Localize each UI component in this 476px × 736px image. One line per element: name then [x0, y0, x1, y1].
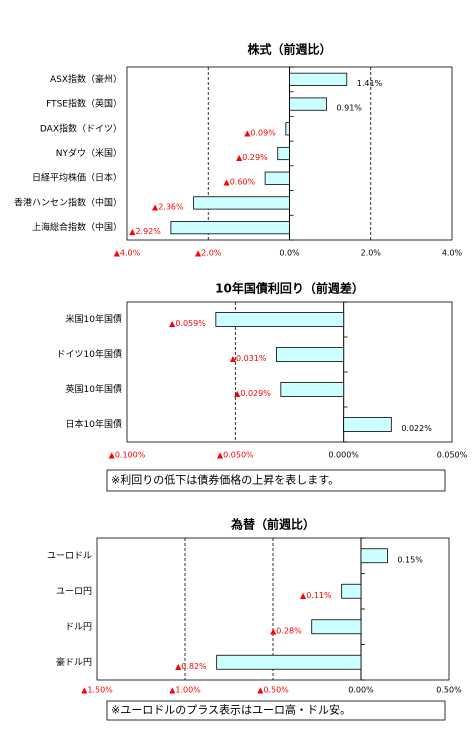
value-label: ▲0.82%	[175, 662, 207, 671]
bar	[289, 97, 327, 111]
category-label: 香港ハンセン指数（中国）	[14, 196, 122, 208]
plot-area	[126, 301, 453, 443]
category-label: 豪ドル円	[56, 656, 92, 668]
note-box	[106, 469, 446, 492]
value-label: 0.022%	[401, 424, 432, 433]
category-label: ドル円	[65, 621, 92, 632]
category-label: ユーロ円	[56, 586, 92, 597]
value-label: ▲0.059%	[169, 319, 206, 328]
value-label: ▲0.09%	[244, 128, 276, 137]
category-label: ユーロドル	[47, 551, 92, 561]
bar	[289, 72, 348, 86]
category-label: 日本10年国債	[66, 418, 122, 430]
category-label: ASX指数（豪州）	[50, 73, 122, 85]
category-label: 上海総合指数（中国）	[32, 221, 122, 233]
note-box	[106, 700, 446, 721]
bar	[215, 312, 345, 327]
category-label: 米国10年国債	[66, 313, 122, 325]
value-label: ▲2.36%	[152, 202, 184, 211]
category-label: FTSE指数（英国）	[46, 98, 122, 110]
x-tick-label: 2.0%	[361, 249, 382, 258]
x-tick-label: ▲1.50%	[81, 686, 113, 695]
x-tick-label: ▲0.50%	[257, 686, 289, 695]
x-tick-label: 0.50%	[436, 686, 462, 695]
bar	[216, 654, 362, 670]
x-tick-label: 0.0%	[279, 249, 300, 258]
x-tick-label: ▲2.0%	[195, 249, 222, 258]
x-tick-label: 4.0%	[442, 249, 463, 258]
x-tick-label: 0.050%	[437, 451, 468, 460]
bar	[280, 382, 345, 397]
note: ※ユーロドルのプラス表示はユーロ高・ドル安。	[111, 703, 351, 717]
value-label: ▲0.60%	[224, 178, 256, 187]
note: ※利回りの低下は債券価格の上昇を表します。	[111, 473, 339, 487]
value-label: ▲0.11%	[300, 591, 332, 600]
value-label: ▲2.92%	[129, 227, 161, 236]
bar	[170, 221, 290, 235]
value-label: ▲0.029%	[234, 389, 271, 398]
x-tick-label: ▲4.0%	[114, 249, 141, 258]
category-label: 日経平均株価（日本）	[32, 172, 122, 184]
chart-title: 株式（前週比）	[247, 42, 331, 57]
bar	[341, 583, 362, 599]
chart-title: 10年国債利回り（前週差）	[215, 281, 364, 296]
category-label: 英国10年国債	[66, 383, 122, 395]
bar	[360, 548, 388, 564]
x-tick-label: 0.00%	[348, 686, 374, 695]
bar	[285, 122, 290, 136]
value-label: ▲0.29%	[236, 153, 268, 162]
x-tick-label: ▲0.050%	[217, 451, 254, 460]
bar	[264, 171, 290, 185]
x-tick-label: ▲1.00%	[169, 686, 201, 695]
value-label: 0.15%	[397, 555, 423, 564]
value-label: 1.41%	[357, 79, 383, 88]
bar	[311, 619, 362, 635]
category-label: NYダウ（米国）	[56, 147, 122, 159]
x-tick-label: 0.000%	[328, 451, 359, 460]
category-label: ドイツ10年国債	[57, 348, 122, 360]
bar	[276, 347, 345, 362]
category-label: DAX指数（ドイツ）	[40, 122, 122, 134]
bar	[193, 196, 290, 210]
value-label: ▲0.28%	[270, 626, 302, 635]
chart-title: 為替（前週比）	[231, 517, 315, 532]
bar	[343, 417, 392, 432]
value-label: 0.91%	[336, 104, 362, 113]
bar	[277, 146, 290, 161]
value-label: ▲0.031%	[230, 354, 267, 363]
x-tick-label: ▲0.100%	[109, 451, 146, 460]
